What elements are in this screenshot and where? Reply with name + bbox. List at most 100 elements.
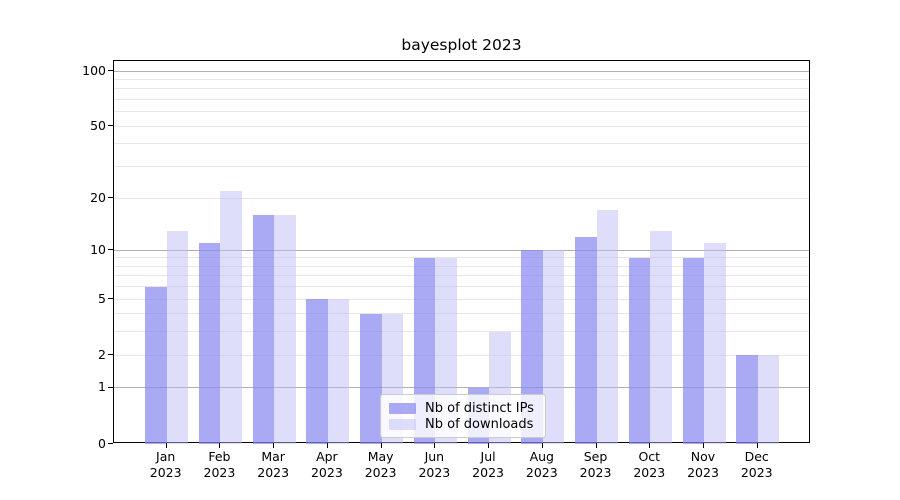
x-tick-month: Apr (316, 449, 338, 464)
legend-entry: Nb of downloads (389, 416, 537, 432)
bar (682, 257, 704, 444)
y-tick-label: 0 (98, 435, 106, 451)
y-tick-mark (108, 354, 113, 356)
gridline-minor (114, 143, 809, 145)
x-tick-month: Mar (261, 449, 285, 464)
gridline-minor (114, 313, 809, 315)
x-tick-label: May 2023 (341, 449, 421, 480)
x-tick-year: 2023 (579, 464, 612, 480)
y-tick-label: 20 (90, 189, 106, 205)
x-tick-label: Jun 2023 (394, 449, 474, 480)
y-tick-label: 1 (98, 379, 106, 395)
x-tick-label: Sep 2023 (556, 449, 636, 480)
gridline-minor (114, 197, 809, 199)
chart-title: bayesplot 2023 (401, 36, 522, 54)
y-tick-label: 5 (98, 290, 106, 306)
x-tick-mark (541, 443, 543, 448)
x-tick-year: 2023 (687, 464, 719, 480)
y-tick-label: 10 (90, 241, 106, 257)
x-tick-mark (165, 443, 167, 448)
x-tick-mark (326, 443, 328, 448)
x-tick-month: Aug (529, 449, 554, 464)
bar (542, 250, 565, 444)
legend-swatch (389, 402, 416, 414)
legend-label: Nb of downloads (425, 416, 534, 432)
x-tick-year: 2023 (203, 464, 236, 480)
y-tick-label: 100 (82, 62, 106, 78)
x-tick-label: Apr 2023 (287, 449, 367, 480)
x-tick-year: 2023 (310, 464, 343, 480)
x-tick-label: Dec 2023 (717, 449, 797, 480)
bar (596, 210, 619, 444)
x-tick-mark (273, 443, 275, 448)
x-tick-year: 2023 (418, 464, 451, 480)
gridline-minor (114, 125, 809, 127)
x-tick-year: 2023 (149, 464, 182, 480)
x-tick-label: Mar 2023 (233, 449, 313, 480)
x-tick-month: Sep (583, 449, 608, 464)
bar (360, 313, 382, 444)
gridline-major (114, 70, 809, 72)
bar (575, 236, 597, 444)
bar (252, 215, 275, 444)
bar (736, 355, 758, 444)
x-tick-label: Feb 2023 (179, 449, 259, 480)
bar (650, 230, 672, 444)
x-tick-month: Nov (690, 449, 716, 464)
gridline-minor (114, 88, 809, 90)
y-tick-mark (108, 125, 113, 127)
x-tick-mark (595, 443, 597, 448)
legend-label: Nb of distinct IPs (425, 400, 534, 416)
x-tick-year: 2023 (740, 464, 773, 480)
y-tick-mark (108, 443, 113, 444)
legend: Nb of distinct IPs Nb of downloads (380, 394, 546, 438)
y-tick-mark (108, 197, 113, 199)
gridline-minor (114, 99, 809, 101)
bar (274, 215, 296, 444)
x-tick-label: Nov 2023 (663, 449, 743, 480)
x-tick-label: Jan 2023 (126, 449, 206, 480)
bar (198, 243, 221, 444)
gridline-minor (114, 79, 809, 81)
x-tick-mark (219, 443, 221, 448)
x-tick-month: Feb (208, 449, 231, 464)
y-tick-label: 50 (90, 117, 106, 133)
x-tick-label: Aug 2023 (502, 449, 582, 480)
y-tick-mark (108, 70, 113, 72)
x-tick-year: 2023 (364, 464, 397, 480)
x-tick-mark (434, 443, 436, 448)
bar (166, 230, 189, 444)
x-tick-month: Jan (156, 449, 176, 464)
x-tick-mark (488, 443, 490, 448)
bar (704, 243, 726, 444)
gridline-major (114, 387, 809, 389)
y-tick-label: 2 (98, 346, 106, 362)
x-tick-year: 2023 (633, 464, 666, 480)
x-tick-month: Dec (744, 449, 769, 464)
bar (757, 355, 780, 444)
y-tick-mark (108, 386, 113, 388)
gridline-minor (114, 354, 809, 356)
bar (145, 286, 167, 444)
gridline-minor (114, 331, 809, 333)
bar (306, 299, 328, 444)
x-tick-mark (649, 443, 651, 448)
y-tick-mark (108, 298, 113, 300)
gridline-minor (114, 111, 809, 113)
x-tick-month: Jun (424, 449, 445, 464)
gridline-minor (114, 286, 809, 288)
x-tick-mark (756, 443, 758, 448)
x-tick-year: 2023 (257, 464, 290, 480)
x-tick-month: Jul (480, 449, 496, 464)
bar (220, 190, 242, 444)
x-tick-month: May (367, 449, 394, 464)
legend-entry: Nb of distinct IPs (389, 400, 537, 416)
gridline-minor (114, 298, 809, 300)
gridline-major (114, 249, 809, 251)
gridline-minor (114, 257, 809, 259)
x-tick-month: Oct (638, 449, 661, 464)
x-tick-mark (703, 443, 704, 448)
bar (628, 257, 651, 444)
plot-area: Nb of distinct IPs Nb of downloads (113, 60, 810, 444)
gridline-minor (114, 166, 809, 168)
